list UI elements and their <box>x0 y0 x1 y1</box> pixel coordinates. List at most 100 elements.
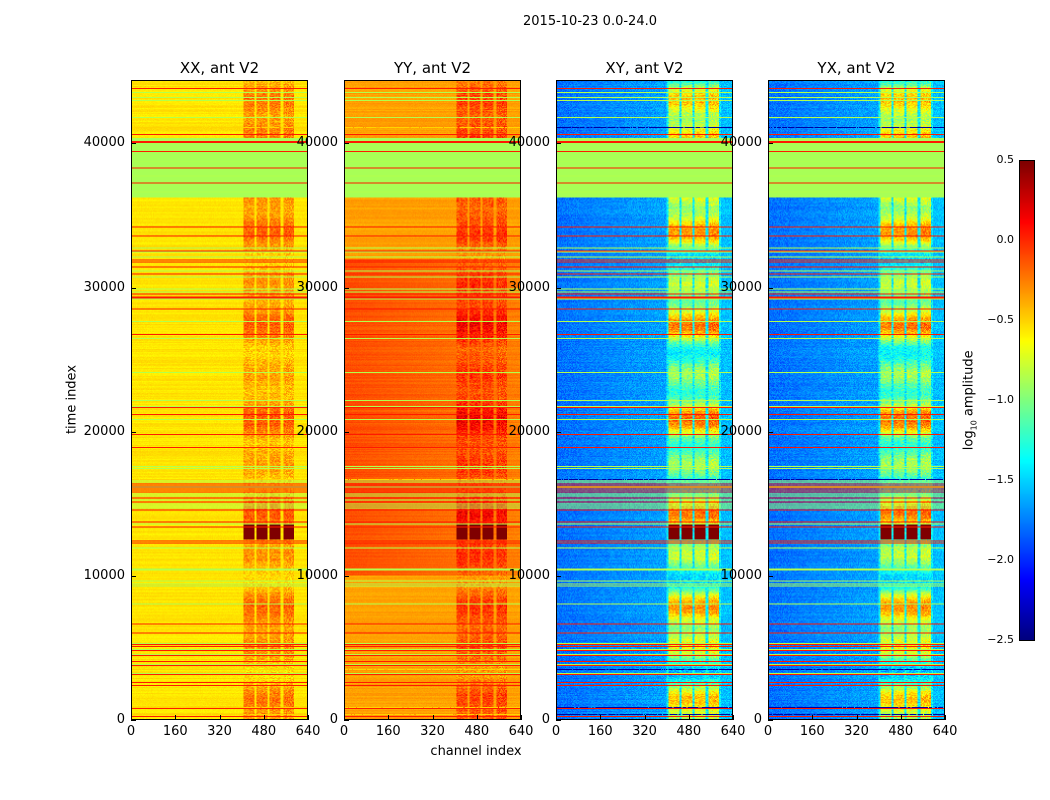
y-tick-label: 30000 <box>720 279 762 295</box>
y-tick-mark <box>556 431 561 433</box>
heatmap-panel-2 <box>556 80 733 720</box>
x-tick-mark <box>556 715 557 720</box>
y-tick-mark <box>344 431 349 433</box>
y-tick-mark <box>131 431 136 433</box>
y-tick-mark <box>344 575 349 577</box>
x-tick-label: 160 <box>799 724 825 739</box>
colorbar-tick-label: −0.5 <box>987 313 1014 326</box>
colorbar-tick-label: 0.5 <box>996 153 1015 166</box>
y-tick-label: 0 <box>753 712 762 727</box>
x-tick-mark <box>733 715 734 720</box>
x-tick-label: 0 <box>339 724 349 739</box>
x-tick-mark <box>644 715 646 720</box>
x-tick-mark <box>219 715 221 720</box>
colorbar-tick-label: −1.5 <box>987 473 1014 486</box>
heatmap-panel-1 <box>344 80 521 720</box>
heatmap-image <box>769 81 944 719</box>
x-tick-label: 480 <box>888 724 914 739</box>
panel-title: YY, ant V2 <box>393 59 471 77</box>
x-tick-label: 640 <box>720 724 746 739</box>
x-tick-mark <box>521 715 522 720</box>
x-tick-label: 320 <box>420 724 445 739</box>
x-tick-label: 160 <box>375 724 401 739</box>
y-tick-mark <box>556 575 561 577</box>
y-tick-mark <box>768 720 773 721</box>
heatmap-image <box>557 81 732 719</box>
x-tick-label: 480 <box>676 724 702 739</box>
colorbar-label-prefix: log <box>961 430 977 451</box>
heatmap-panel-0 <box>131 80 308 720</box>
colorbar-label: log10 amplitude <box>962 330 979 470</box>
y-tick-mark <box>768 431 773 433</box>
x-tick-mark <box>263 715 265 720</box>
x-tick-label: 320 <box>632 724 657 739</box>
x-tick-label: 480 <box>251 724 277 739</box>
y-tick-label: 10000 <box>720 567 762 583</box>
x-tick-label: 320 <box>207 724 232 739</box>
y-tick-mark <box>344 143 349 145</box>
x-tick-mark <box>812 715 814 720</box>
x-tick-mark <box>308 715 309 720</box>
y-axis-label: time index <box>64 364 80 435</box>
y-tick-label: 10000 <box>83 567 125 583</box>
y-tick-label: 0 <box>541 712 550 727</box>
colorbar-tick-label: −1.0 <box>987 393 1014 406</box>
heatmap-panel-3 <box>768 80 945 720</box>
heatmap-image <box>345 81 520 719</box>
x-tick-mark <box>688 715 690 720</box>
x-tick-mark <box>432 715 434 720</box>
y-tick-label: 40000 <box>296 135 338 151</box>
x-tick-label: 480 <box>464 724 490 739</box>
y-tick-label: 20000 <box>720 423 762 439</box>
y-tick-mark <box>131 143 136 145</box>
x-tick-mark <box>388 715 390 720</box>
y-tick-mark <box>556 287 561 289</box>
x-tick-mark <box>768 715 769 720</box>
x-tick-label: 0 <box>126 724 136 739</box>
y-tick-mark <box>344 720 349 721</box>
y-tick-label: 20000 <box>83 423 125 439</box>
y-tick-mark <box>556 143 561 145</box>
y-tick-mark <box>768 287 773 289</box>
x-tick-mark <box>900 715 902 720</box>
x-tick-label: 640 <box>932 724 958 739</box>
y-tick-mark <box>768 575 773 577</box>
y-tick-label: 30000 <box>83 279 125 295</box>
x-tick-mark <box>600 715 602 720</box>
y-tick-label: 40000 <box>720 135 762 151</box>
colorbar-label-sub: 10 <box>969 420 979 431</box>
y-tick-mark <box>131 287 136 289</box>
y-tick-mark <box>131 575 136 577</box>
x-tick-label: 320 <box>844 724 869 739</box>
panel-title: XY, ant V2 <box>605 59 684 77</box>
x-tick-label: 640 <box>508 724 534 739</box>
x-tick-label: 640 <box>295 724 321 739</box>
y-tick-label: 40000 <box>508 135 550 151</box>
colorbar-tick-label: −2.5 <box>987 633 1014 646</box>
x-tick-label: 0 <box>763 724 773 739</box>
figure-title: 2015-10-23 0.0-24.0 <box>523 14 657 29</box>
y-tick-mark <box>344 287 349 289</box>
heatmap-image <box>132 81 307 719</box>
y-tick-label: 10000 <box>296 567 338 583</box>
y-tick-mark <box>556 720 561 721</box>
colorbar <box>1019 160 1035 641</box>
x-tick-mark <box>856 715 858 720</box>
y-tick-mark <box>768 143 773 145</box>
y-tick-mark <box>131 720 136 721</box>
y-tick-label: 20000 <box>296 423 338 439</box>
x-tick-mark <box>945 715 946 720</box>
x-tick-mark <box>476 715 478 720</box>
x-tick-label: 160 <box>162 724 188 739</box>
panel-title: XX, ant V2 <box>179 59 260 77</box>
x-tick-label: 160 <box>587 724 613 739</box>
x-axis-label: channel index <box>430 744 522 759</box>
colorbar-label-suffix: amplitude <box>961 350 977 421</box>
y-tick-label: 30000 <box>296 279 338 295</box>
colorbar-tick-label: −2.0 <box>987 553 1014 566</box>
y-tick-label: 0 <box>116 712 125 727</box>
y-tick-label: 40000 <box>83 135 125 151</box>
panel-title: YX, ant V2 <box>817 59 896 77</box>
x-tick-label: 0 <box>551 724 561 739</box>
y-tick-label: 20000 <box>508 423 550 439</box>
